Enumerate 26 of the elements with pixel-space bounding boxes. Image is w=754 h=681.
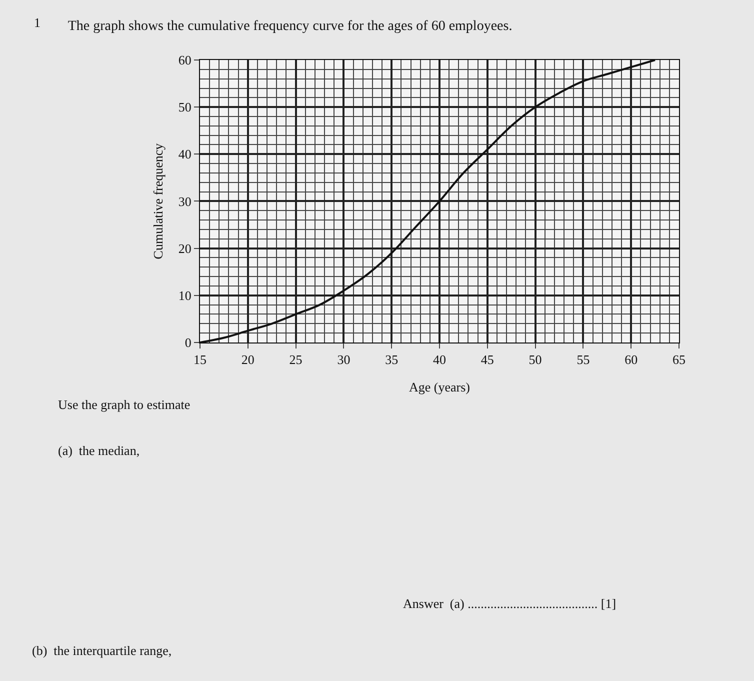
y-tick-label: 60 <box>178 52 192 68</box>
x-tick-label: 30 <box>337 352 350 368</box>
text: (a) the median, <box>58 443 140 458</box>
x-axis-title: Age (years) <box>409 379 470 394</box>
text: (b) the interquartile range, <box>32 643 172 658</box>
y-tick-label: 40 <box>178 146 192 162</box>
text: Use the graph to estimate <box>58 397 190 412</box>
y-axis-title: Cumulative frequency <box>150 142 166 260</box>
x-tick-label: 65 <box>672 352 686 368</box>
chart-title: The graph shows the cumulative frequency curve for the ages of 60 employees. <box>68 19 512 34</box>
x-tick-label: 35 <box>385 352 398 368</box>
x-tick-label: 60 <box>624 352 638 368</box>
text: Answer (a) ........................................ [1] <box>403 596 616 611</box>
x-tick-label: 50 <box>528 352 542 368</box>
y-tick-label: 20 <box>178 240 192 256</box>
y-tick-label: 10 <box>178 288 192 303</box>
x-tick-label: 20 <box>241 352 254 368</box>
x-tick-label: 40 <box>433 352 446 368</box>
text: 1 <box>34 15 40 30</box>
x-tick-label: 15 <box>194 352 206 368</box>
x-tick-label: 45 <box>480 352 494 368</box>
y-tick-label: 50 <box>178 100 192 115</box>
y-tick-label: 30 <box>178 194 192 209</box>
x-tick-label: 25 <box>289 352 302 368</box>
x-tick-label: 55 <box>576 352 590 368</box>
y-tick-label: 0 <box>184 335 192 350</box>
